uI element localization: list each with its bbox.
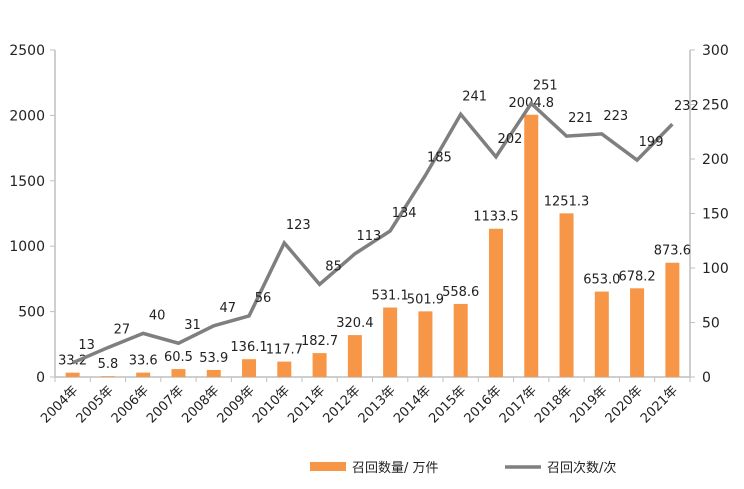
bar-data-label: 653.0 <box>583 273 620 288</box>
bar-data-label: 117.7 <box>266 343 303 358</box>
x-tick-label: 2005年 <box>74 383 117 426</box>
line-data-label: 123 <box>286 218 311 233</box>
x-tick-label: 2016年 <box>462 383 505 426</box>
x-tick-label: 2020年 <box>603 383 646 426</box>
x-tick-label: 2004年 <box>38 383 81 426</box>
left-tick-label: 500 <box>18 305 45 321</box>
bar <box>489 229 503 377</box>
bar <box>313 353 327 377</box>
bar <box>101 376 115 377</box>
right-tick-label: 0 <box>702 370 711 386</box>
line-data-label: 185 <box>427 150 452 165</box>
bar <box>630 288 644 377</box>
x-tick-label: 2011年 <box>285 383 328 426</box>
line-data-label: 56 <box>255 291 272 306</box>
bar-data-label: 5.8 <box>98 357 119 372</box>
bar <box>66 373 80 377</box>
bar-data-label: 1251.3 <box>544 194 590 209</box>
bar <box>277 362 291 377</box>
right-tick-label: 200 <box>702 152 729 168</box>
bar-data-label: 53.9 <box>199 351 228 366</box>
right-tick-label: 250 <box>702 98 729 114</box>
x-tick-label: 2013年 <box>356 383 399 426</box>
bar <box>560 213 574 377</box>
left-tick-label: 2500 <box>9 43 45 59</box>
bar-data-label: 1133.5 <box>473 210 519 225</box>
line-data-label: 40 <box>149 308 166 323</box>
x-tick-label: 2010年 <box>250 383 293 426</box>
right-tick-label: 300 <box>702 43 729 59</box>
x-tick-label: 2012年 <box>320 383 363 426</box>
line-data-label: 13 <box>78 338 95 353</box>
bar-data-label: 501.9 <box>407 292 444 307</box>
x-tick-label: 2014年 <box>391 383 434 426</box>
bar-data-label: 33.6 <box>129 354 158 369</box>
right-tick-label: 100 <box>702 261 729 277</box>
x-tick-label: 2015年 <box>426 383 469 426</box>
bar-data-label: 531.1 <box>372 289 409 304</box>
left-tick-label: 2000 <box>9 108 45 124</box>
bar <box>524 115 538 377</box>
line-data-label: 202 <box>498 132 523 147</box>
line-data-label: 31 <box>184 318 201 333</box>
bar <box>595 292 609 377</box>
bar-data-label: 678.2 <box>618 269 655 284</box>
line-data-label: 221 <box>568 111 593 126</box>
bar <box>171 369 185 377</box>
x-tick-label: 2009年 <box>215 383 258 426</box>
left-tick-label: 1000 <box>9 239 45 255</box>
bar <box>418 311 432 377</box>
line-data-label: 85 <box>325 259 342 274</box>
legend-line-label: 召回次数/次 <box>547 460 616 476</box>
legend-bar-swatch <box>310 462 346 471</box>
x-tick-label: 2018年 <box>532 383 575 426</box>
bar <box>348 335 362 377</box>
bar <box>242 359 256 377</box>
bar-data-label: 873.6 <box>654 244 691 259</box>
x-tick-label: 2019年 <box>567 383 610 426</box>
bar <box>136 373 150 377</box>
x-tick-label: 2007年 <box>144 383 187 426</box>
x-tick-label: 2006年 <box>109 383 152 426</box>
line-data-label: 113 <box>356 229 381 244</box>
x-tick-label: 2008年 <box>179 383 222 426</box>
bar-data-label: 182.7 <box>301 334 338 349</box>
bar <box>383 308 397 377</box>
x-tick-label: 2021年 <box>638 383 681 426</box>
left-tick-label: 1500 <box>9 174 45 190</box>
bar-data-label: 320.4 <box>336 316 373 331</box>
bar <box>207 370 221 377</box>
x-tick-label: 2017年 <box>497 383 540 426</box>
bar-data-label: 558.6 <box>442 285 479 300</box>
bar-data-label: 136.1 <box>230 340 267 355</box>
right-tick-label: 150 <box>702 207 729 223</box>
line-data-label: 27 <box>114 323 131 338</box>
line-data-label: 251 <box>533 78 558 93</box>
line-data-label: 134 <box>392 206 417 221</box>
bar <box>454 304 468 377</box>
right-tick-label: 50 <box>702 316 720 332</box>
line-data-label: 223 <box>603 109 628 124</box>
line-data-label: 47 <box>219 301 236 316</box>
legend-bar-label: 召回数量/ 万件 <box>352 461 439 476</box>
line-data-label: 232 <box>674 99 699 114</box>
line-data-label: 241 <box>462 89 487 104</box>
bar-data-label: 60.5 <box>164 350 193 365</box>
line-data-label: 199 <box>639 135 664 150</box>
left-tick-label: 0 <box>36 370 45 386</box>
bar <box>665 263 679 377</box>
